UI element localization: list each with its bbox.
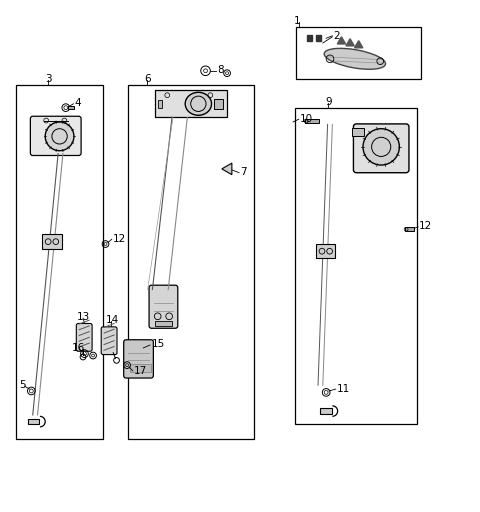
Bar bbox=[42, 234, 61, 249]
Text: 9: 9 bbox=[325, 97, 332, 107]
Text: 12: 12 bbox=[113, 234, 126, 244]
Bar bbox=[128, 84, 254, 439]
Text: 13: 13 bbox=[76, 312, 90, 322]
Bar bbox=[297, 27, 421, 79]
Text: 5: 5 bbox=[19, 380, 25, 390]
Text: 7: 7 bbox=[240, 167, 247, 177]
Circle shape bbox=[45, 122, 74, 151]
FancyBboxPatch shape bbox=[149, 285, 178, 328]
FancyBboxPatch shape bbox=[353, 124, 409, 173]
Text: 11: 11 bbox=[336, 384, 350, 394]
Bar bbox=[305, 119, 320, 123]
Ellipse shape bbox=[185, 92, 212, 115]
Bar bbox=[68, 105, 74, 109]
Bar bbox=[130, 364, 151, 372]
Text: 14: 14 bbox=[106, 315, 119, 325]
FancyBboxPatch shape bbox=[101, 327, 117, 355]
Text: 15: 15 bbox=[152, 339, 165, 349]
Text: 10: 10 bbox=[300, 114, 313, 123]
Text: 1: 1 bbox=[294, 16, 300, 27]
Bar bbox=[28, 419, 39, 424]
Text: 17: 17 bbox=[134, 366, 147, 376]
Bar bbox=[405, 227, 414, 231]
Bar bbox=[352, 127, 364, 136]
Text: 12: 12 bbox=[419, 221, 432, 231]
Bar bbox=[321, 408, 332, 414]
Bar bbox=[214, 99, 223, 109]
Bar bbox=[295, 108, 417, 424]
Text: 4: 4 bbox=[75, 98, 82, 108]
Bar bbox=[316, 35, 321, 40]
Bar bbox=[156, 91, 227, 117]
Text: 2: 2 bbox=[333, 31, 340, 41]
Bar bbox=[157, 100, 162, 108]
Text: 8: 8 bbox=[217, 66, 224, 75]
FancyBboxPatch shape bbox=[76, 324, 92, 351]
Bar bbox=[155, 321, 172, 326]
Bar bbox=[316, 244, 335, 259]
Bar bbox=[16, 84, 103, 439]
FancyBboxPatch shape bbox=[124, 340, 154, 378]
Ellipse shape bbox=[324, 48, 385, 69]
Bar bbox=[307, 35, 312, 40]
Text: 16: 16 bbox=[72, 343, 85, 353]
Text: 6: 6 bbox=[144, 74, 151, 84]
FancyBboxPatch shape bbox=[30, 116, 81, 156]
Text: 3: 3 bbox=[45, 74, 52, 84]
Circle shape bbox=[363, 129, 399, 165]
